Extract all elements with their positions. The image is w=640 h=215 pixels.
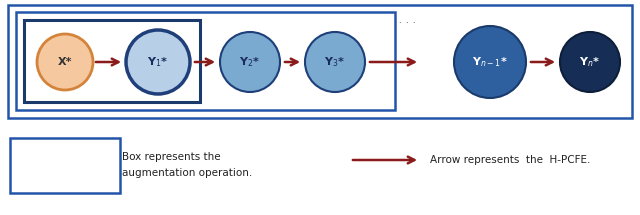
Bar [8, 5, 632, 118]
Text: Y$_{n-1}$*: Y$_{n-1}$* [472, 55, 508, 69]
Circle shape [305, 32, 365, 92]
Circle shape [126, 30, 190, 94]
Bar [24, 20, 200, 102]
Text: . . .: . . . [399, 15, 417, 25]
Text: Y$_3$*: Y$_3$* [324, 55, 346, 69]
Text: Box represents the: Box represents the [122, 152, 221, 162]
Text: augmentation operation.: augmentation operation. [122, 168, 252, 178]
Text: Y$_2$*: Y$_2$* [239, 55, 260, 69]
Bar [16, 12, 395, 110]
Text: Y$_1$*: Y$_1$* [147, 55, 168, 69]
Text: Arrow represents  the  H-PCFE.: Arrow represents the H-PCFE. [430, 155, 590, 165]
Bar [10, 138, 120, 193]
Circle shape [220, 32, 280, 92]
Text: Y$_n$*: Y$_n$* [579, 55, 600, 69]
Text: X*: X* [58, 57, 72, 67]
Circle shape [37, 34, 93, 90]
Circle shape [560, 32, 620, 92]
Circle shape [454, 26, 526, 98]
